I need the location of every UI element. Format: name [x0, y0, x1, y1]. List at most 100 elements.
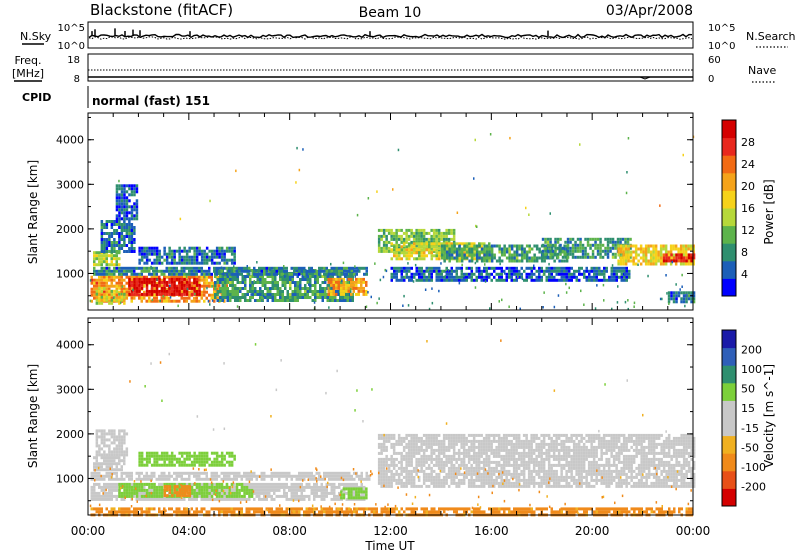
y-tick-label: 2000	[56, 223, 84, 236]
velocity-band	[377, 433, 696, 488]
freq-tick-top: 18	[67, 55, 80, 66]
date-title: 03/Apr/2008	[606, 3, 693, 19]
velocity-band	[95, 429, 129, 457]
velocity-band	[340, 487, 368, 500]
y-tick-label: 3000	[56, 178, 84, 191]
colorbar-tick: -200	[741, 480, 766, 493]
colorbar-segment	[722, 418, 736, 437]
colorbar-tick: 12	[741, 224, 755, 237]
power-ylabel: Slant Range [km]	[26, 160, 40, 264]
colorbar-segment	[722, 365, 736, 384]
colorbar-tick: -100	[741, 461, 766, 474]
velocity-y-ticks: 1000 2000 3000 4000	[56, 321, 693, 502]
colorbar-segment	[722, 435, 736, 454]
noise-left-tick-top: 10^5	[58, 23, 85, 34]
power-band	[667, 291, 696, 304]
time-tick: 08:00	[272, 524, 307, 538]
velocity-band	[163, 485, 192, 498]
time-tick-labels: 00:00 04:00 08:00 12:00 16:00 20:00 00:00	[71, 524, 711, 538]
noise-search-trace	[88, 36, 693, 40]
cpid-label: CPID	[22, 91, 51, 104]
time-tick: 12:00	[373, 524, 408, 538]
colorbar-segment	[722, 137, 736, 156]
colorbar-segment	[722, 382, 736, 401]
power-band	[662, 253, 696, 263]
power-band	[115, 184, 139, 221]
y-tick-label: 2000	[56, 428, 84, 441]
colorbar-tick: 8	[741, 246, 748, 259]
colorbar-segment	[722, 260, 736, 279]
y-tick-label: 4000	[56, 339, 84, 352]
noise-panel: N.Sky 10^5 10^0 10^5 10^0 N.Search	[20, 21, 796, 52]
power-panel: 1000 2000 3000 4000 Slant Range [km] 4 8 12 16…	[26, 112, 776, 311]
power-band	[327, 277, 368, 296]
power-band	[95, 286, 126, 305]
colorbar-segment	[722, 225, 736, 244]
noise-sky-label: N.Sky	[20, 30, 52, 43]
colorbar-segment	[722, 155, 736, 174]
velocity-x-ticks	[87, 318, 694, 515]
time-tick: 00:00	[71, 524, 106, 538]
station-title: Blackstone (fitACF)	[90, 1, 233, 19]
nave-tick-bottom: 0	[708, 74, 714, 85]
time-tick: 16:00	[474, 524, 509, 538]
colorbar-tick: 100	[741, 363, 762, 376]
velocity-band	[93, 456, 126, 472]
noise-right-tick-top: 10^5	[708, 23, 735, 34]
colorbar-tick: -15	[741, 422, 759, 435]
colorbar-segment	[722, 453, 736, 472]
colorbar-segment	[722, 347, 736, 366]
velocity-ylabel: Slant Range [km]	[26, 364, 40, 468]
colorbar-segment	[722, 120, 736, 139]
colorbar-segment	[722, 488, 736, 507]
freq-label-1: Freq.	[14, 54, 41, 67]
nave-label: Nave	[748, 64, 776, 77]
noise-spikes	[91, 28, 549, 36]
colorbar-tick: 200	[741, 344, 762, 357]
velocity-data	[89, 339, 696, 517]
colorbar-tick: 28	[741, 136, 755, 149]
cpid-panel: CPID normal (fast) 151	[22, 86, 210, 108]
colorbar-tick: 24	[741, 158, 755, 171]
noise-right-tick-bottom: 10^0	[708, 41, 735, 52]
colorbar-tick: 15	[741, 402, 755, 415]
colorbar-segment	[722, 278, 736, 297]
colorbar-tick: 16	[741, 202, 755, 215]
power-y-ticks: 1000 2000 3000 4000	[56, 116, 693, 297]
noise-search-label: N.Search	[746, 30, 796, 43]
freq-label-2: [MHz]	[12, 67, 44, 80]
colorbar-segment	[722, 208, 736, 227]
time-tick: 00:00	[676, 524, 711, 538]
power-colorbar: 4 8 12 16 20 24 28	[721, 119, 755, 297]
velocity-band	[138, 451, 236, 467]
velocity-band	[90, 471, 371, 481]
y-tick-label: 4000	[56, 134, 84, 147]
power-x-ticks	[87, 113, 694, 310]
y-tick-label: 1000	[56, 472, 84, 485]
freq-panel: Freq. [MHz] 18 8 60 0 Nave	[12, 53, 776, 85]
time-axis-label: Time UT	[364, 539, 415, 553]
velocity-panel: 1000 2000 3000 4000 Slant Range [km] 200 100…	[26, 317, 776, 517]
colorbar-tick: 50	[741, 383, 755, 396]
power-band	[440, 244, 569, 263]
power-band	[93, 266, 368, 276]
nave-tick-top: 60	[708, 55, 721, 66]
colorbar-segment	[722, 330, 736, 349]
time-tick: 20:00	[575, 524, 610, 538]
power-data	[89, 133, 696, 311]
colorbar-segment	[722, 243, 736, 262]
freq-tick-bottom: 8	[74, 74, 80, 85]
y-tick-label: 3000	[56, 383, 84, 396]
colorbar-tick: 4	[741, 268, 748, 281]
power-band	[541, 237, 632, 259]
colorbar-segment	[722, 190, 736, 209]
power-band	[100, 220, 136, 253]
noise-left-tick-bottom: 10^0	[58, 41, 85, 52]
colorbar-tick: -50	[741, 441, 759, 454]
velocity-colorbar: 200 100 50 15 -15 -50 -100 -200	[721, 329, 766, 507]
power-band	[390, 266, 631, 282]
velocity-colorbar-label: Velocity [m s^-1]	[762, 364, 776, 468]
y-tick-label: 1000	[56, 267, 84, 280]
power-band	[138, 246, 236, 265]
